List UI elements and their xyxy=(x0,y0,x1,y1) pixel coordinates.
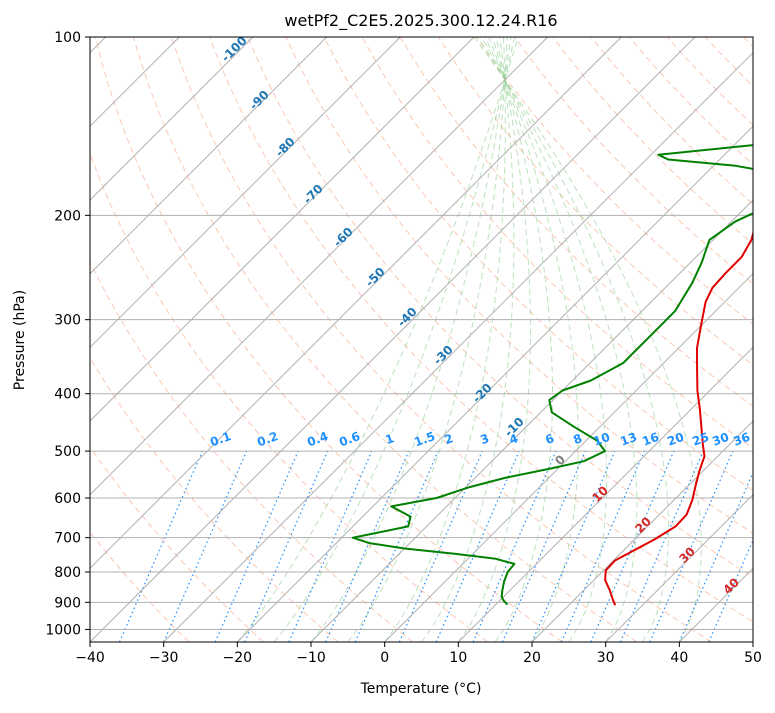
mixing-ratio-label: 20 xyxy=(665,430,685,449)
mixing-ratio-label: 36 xyxy=(731,430,751,449)
dry-adiabat-line xyxy=(705,37,775,642)
mixing-ratio-label: 0.4 xyxy=(305,429,330,449)
chart-title: wetPf2_C2E5.2025.300.12.24.R16 xyxy=(284,11,557,31)
isotherm-line xyxy=(0,37,400,642)
y-tick-label: 600 xyxy=(54,491,81,507)
moist-adiabat-label: 40 xyxy=(720,575,742,597)
x-tick-label: −40 xyxy=(75,650,105,666)
y-tick-label: 100 xyxy=(54,30,81,46)
mixing-ratio-label: 25 xyxy=(690,430,710,449)
isotherm-label: -40 xyxy=(395,305,420,330)
y-tick-label: 300 xyxy=(54,313,81,329)
moist-adiabat-line xyxy=(458,37,530,642)
isotherm-line xyxy=(311,37,775,642)
x-tick-label: 40 xyxy=(670,650,688,666)
isotherm-line xyxy=(164,37,769,642)
x-tick-label: −20 xyxy=(223,650,253,666)
x-tick-label: 0 xyxy=(380,650,389,666)
isotherm-label: -60 xyxy=(331,225,356,250)
moist-adiabat-line xyxy=(311,37,511,642)
dry-adiabat-line xyxy=(133,37,637,642)
mixing-ratio-label: 13 xyxy=(618,430,638,449)
moist-adiabat-label: 30 xyxy=(676,544,698,566)
isotherm-label: -30 xyxy=(431,343,456,368)
y-tick-label: 500 xyxy=(54,444,81,460)
mixing-ratio-label: 1 xyxy=(383,431,396,447)
dry-adiabat-line xyxy=(477,37,775,642)
x-tick-label: −10 xyxy=(296,650,326,666)
dry-adiabat-line xyxy=(744,37,775,642)
mixing-ratio-label: 3 xyxy=(478,431,491,447)
isotherm-line xyxy=(0,37,253,642)
mixing-ratio-line xyxy=(399,451,482,642)
x-tick-label: 10 xyxy=(449,650,467,666)
isotherm-line xyxy=(0,37,474,642)
dry-adiabat-line xyxy=(0,37,189,642)
mixing-ratio-line xyxy=(709,451,775,642)
y-tick-label: 800 xyxy=(54,565,81,581)
mixing-ratio-label: 6 xyxy=(543,431,556,447)
isotherm-line xyxy=(385,37,775,642)
x-axis-label: Temperature (°C) xyxy=(360,681,482,697)
y-tick-label: 1000 xyxy=(45,622,81,638)
isotherm-line xyxy=(532,37,775,642)
moist-adiabat-label: 10 xyxy=(589,483,611,505)
isotherm-label: -100 xyxy=(219,34,250,65)
isotherm-label: -70 xyxy=(301,182,326,207)
mixing-ratio-label: 0.2 xyxy=(255,429,280,449)
isotherm-label: -20 xyxy=(470,381,495,406)
mixing-ratio-label: 2 xyxy=(442,431,455,447)
dry-adiabat-line xyxy=(0,37,263,642)
x-tick-label: 50 xyxy=(744,650,762,666)
dry-adiabat-line xyxy=(515,37,775,642)
dry-adiabat-line xyxy=(19,37,413,642)
isotherm-line xyxy=(458,37,775,642)
moist-adiabat-line xyxy=(478,37,669,642)
dry-adiabat-line xyxy=(0,37,338,642)
dry-adiabat-line xyxy=(553,37,775,642)
mixing-ratio-label: 8 xyxy=(571,431,584,447)
y-tick-label: 200 xyxy=(54,208,81,224)
isotherm-line xyxy=(753,37,775,642)
y-tick-label: 900 xyxy=(54,595,81,611)
isotherm-label: -80 xyxy=(273,135,298,160)
x-tick-label: −30 xyxy=(149,650,179,666)
mixing-ratio-line xyxy=(120,451,203,642)
dewpoint-profile xyxy=(353,37,775,605)
isotherm-label: -50 xyxy=(363,265,388,290)
isotherm-line xyxy=(0,37,327,642)
x-tick-label: 20 xyxy=(523,650,541,666)
y-tick-label: 700 xyxy=(54,531,81,547)
y-tick-label: 400 xyxy=(54,387,81,403)
mixing-ratio-line xyxy=(164,451,247,642)
x-tick-label: 30 xyxy=(597,650,615,666)
mixing-ratio-line xyxy=(289,451,372,642)
mixing-ratio-label: 0.1 xyxy=(208,429,233,449)
isotherm-label: -90 xyxy=(247,88,272,113)
moist-adiabat-label: 20 xyxy=(632,514,654,536)
mixing-ratio-line xyxy=(436,451,519,642)
moist-adiabat-line xyxy=(385,37,506,642)
y-axis-label: Pressure (hPa) xyxy=(12,290,28,390)
isotherm-line xyxy=(90,37,695,642)
